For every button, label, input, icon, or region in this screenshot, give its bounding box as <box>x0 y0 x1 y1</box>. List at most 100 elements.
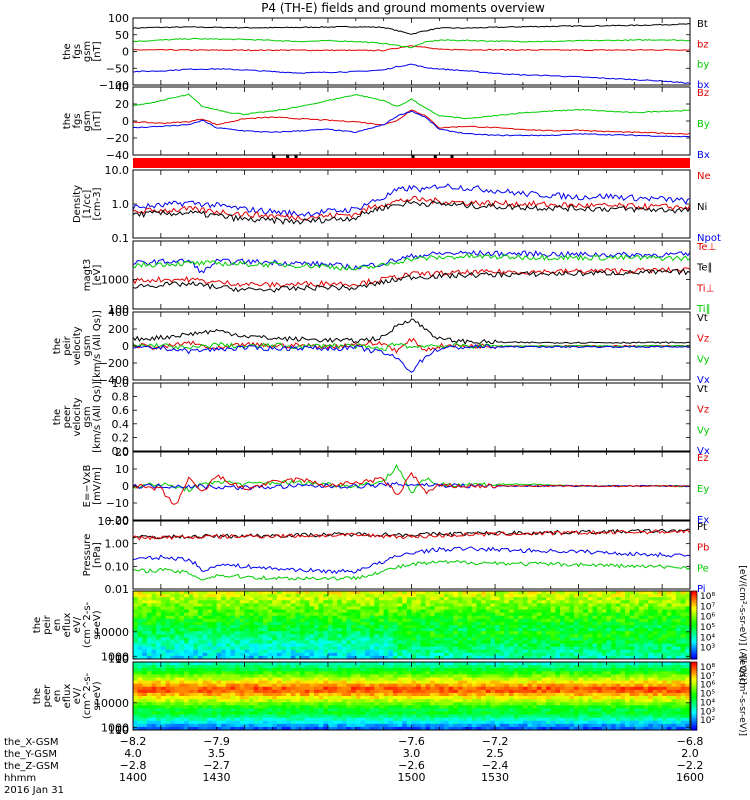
spectrogram-cell <box>578 671 584 675</box>
spectrogram-cell <box>225 692 232 697</box>
spectrogram-cell <box>481 637 487 642</box>
spectrogram-cell <box>341 686 348 691</box>
spectrogram-cell <box>425 634 431 638</box>
spectrogram-cell <box>462 683 468 688</box>
spectrogram-cell <box>379 677 385 682</box>
spectrogram-cell <box>504 637 510 642</box>
spectrogram-cell <box>652 594 659 598</box>
spectrogram-cell <box>244 665 250 669</box>
spectrogram-cell <box>142 674 148 679</box>
spectrogram-cell <box>369 643 375 648</box>
spectrogram-cell <box>532 625 538 629</box>
spectrogram-cell <box>411 612 417 617</box>
y-axis-label: sr-eV) <box>92 610 103 639</box>
spectrogram-cell <box>170 594 176 598</box>
spectrogram-cell <box>392 714 399 719</box>
spectrogram-cell <box>504 711 510 716</box>
spectrogram-cell <box>281 723 287 728</box>
spectrogram-cell <box>165 603 171 608</box>
spectrogram-cell <box>416 649 422 654</box>
spectrogram-cell <box>281 637 287 642</box>
spectrogram-cell <box>244 612 250 617</box>
spectrogram-cell <box>133 643 139 648</box>
spectrogram-cell <box>290 692 297 697</box>
spectrogram-cell <box>365 615 371 620</box>
spectrogram-cell <box>495 711 501 716</box>
spectrogram-cell <box>560 618 566 623</box>
spectrogram-cell <box>341 705 348 709</box>
spectrogram-cell <box>546 726 552 730</box>
spectrogram-cell <box>318 643 324 648</box>
spectrogram-cell <box>536 600 543 604</box>
spectrogram-cell <box>369 655 375 659</box>
spectrogram-cell <box>560 720 566 725</box>
spectrogram-cell <box>485 692 492 697</box>
spectrogram-cell <box>648 603 654 608</box>
spectrogram-cell <box>443 621 450 626</box>
spectrogram-cell <box>546 720 552 725</box>
spectrogram-cell <box>193 683 199 688</box>
spectrogram-cell <box>179 668 185 672</box>
spectrogram-cell <box>179 692 185 697</box>
colorbar-step <box>691 600 697 603</box>
spectrogram-cell <box>309 708 315 713</box>
spectrogram-cell <box>420 683 427 688</box>
spectrogram-cell <box>411 686 417 691</box>
spectrogram-cell <box>680 649 686 654</box>
spectrogram-cell <box>295 665 301 669</box>
spectrogram-cell <box>216 649 222 654</box>
spectrogram-cell <box>341 717 348 722</box>
panel-frame <box>132 520 691 590</box>
spectrogram-cell <box>518 631 524 635</box>
spectrogram-cell <box>564 600 570 604</box>
spectrogram-cell <box>197 594 204 598</box>
spectrogram-cell <box>346 603 352 608</box>
spectrogram-cell <box>652 621 659 626</box>
spectrogram-cell <box>355 655 362 659</box>
spectrogram-cell <box>573 692 580 697</box>
series-line-By <box>133 93 690 120</box>
spectrogram-cell <box>397 649 403 654</box>
spectrogram-cell <box>453 714 459 719</box>
spectrogram-cell <box>416 591 422 595</box>
spectrogram-cell <box>411 655 417 659</box>
spectrogram-cell <box>457 720 464 725</box>
spectrogram-cell <box>411 628 417 632</box>
spectrogram-cell <box>211 597 218 601</box>
spectrogram-cell <box>295 662 301 666</box>
spectrogram-cell <box>522 705 529 709</box>
spectrogram-cell <box>634 618 640 623</box>
spectrogram-cell <box>625 649 631 654</box>
spectrogram-cell <box>443 677 450 682</box>
spectrogram-cell <box>314 696 320 700</box>
spectrogram-cell <box>490 726 496 730</box>
spectrogram-cell <box>402 628 408 632</box>
spectrogram-cell <box>151 615 157 620</box>
spectrogram-cell <box>406 649 413 654</box>
spectrogram-cell <box>490 640 496 645</box>
spectrogram-cell <box>239 680 245 685</box>
spectrogram-cell <box>197 625 204 629</box>
spectrogram-cell <box>346 686 352 691</box>
spectrogram-cell <box>476 665 482 669</box>
spectrogram-cell <box>508 600 515 604</box>
spectrogram-cell <box>448 689 454 694</box>
spectrogram-cell <box>587 618 594 623</box>
spectrogram-cell <box>197 665 204 669</box>
spectrogram-cell <box>569 631 575 635</box>
spectrogram-cell <box>286 708 292 713</box>
spectrogram-cell <box>495 649 501 654</box>
spectrogram-cell <box>597 643 603 648</box>
spectrogram-cell <box>207 628 213 632</box>
spectrogram-cell <box>272 683 278 688</box>
mode-bar-tick <box>433 155 437 158</box>
spectrogram-cell <box>425 708 431 713</box>
spectrogram-cell <box>249 618 255 623</box>
spectrogram-cell <box>406 692 413 697</box>
spectrogram-cell <box>249 652 255 657</box>
spectrogram-cell <box>490 686 496 691</box>
spectrogram-cell <box>230 649 236 654</box>
spectrogram-cell <box>318 702 324 706</box>
spectrogram-cell <box>397 723 403 728</box>
